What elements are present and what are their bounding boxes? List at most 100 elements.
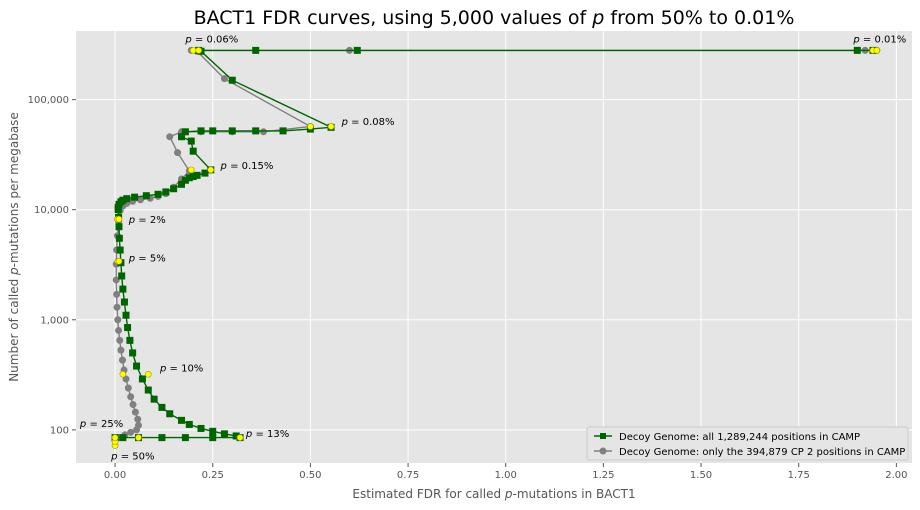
series-1-point [120, 298, 128, 306]
series-1-point [228, 76, 236, 84]
series-1-point [166, 410, 174, 418]
series-1-point [129, 349, 137, 357]
y-axis-ticks: 100 1,000 10,000 100,000 [28, 95, 76, 436]
point-annotation: p = 50% [110, 451, 154, 462]
y-tick-label: 1,000 [40, 315, 69, 326]
series-2-point [114, 316, 122, 324]
series-1-point [138, 375, 146, 383]
x-tick-label: 1.50 [690, 470, 712, 481]
series-2-point [116, 336, 124, 344]
highlighted-point [236, 434, 244, 441]
series-1-point [162, 188, 170, 196]
legend-box [586, 426, 909, 461]
series-2-point [220, 75, 228, 83]
point-annotation: p = 10% [159, 363, 203, 374]
x-tick-label: 0.75 [397, 470, 419, 481]
point-annotation: p = 0.06% [184, 35, 238, 46]
series-1-point [158, 403, 166, 411]
series-1-point [197, 127, 205, 135]
series-1-point [177, 180, 185, 188]
series-1-point [158, 434, 166, 442]
series-1-point [201, 169, 209, 177]
highlighted-point [135, 434, 142, 441]
series-2-point [166, 133, 174, 141]
series-1-point [197, 424, 205, 432]
highlighted-point [115, 215, 123, 223]
y-tick-label: 100,000 [28, 95, 69, 106]
highlighted-point [189, 47, 197, 54]
series-1-point [177, 133, 185, 141]
highlighted-point [307, 123, 314, 130]
series-1-point [209, 127, 217, 135]
highlighted-point [187, 166, 195, 174]
highlighted-point [115, 257, 123, 265]
series-2-point [134, 415, 142, 423]
point-annotation: p = 2% [128, 215, 166, 226]
annotation-layer: p = 0.06% p = 0.01% p = 0.08% p = 0.15% p = … [79, 35, 906, 463]
series-2-point [174, 149, 182, 157]
series-2-point [117, 346, 125, 354]
series-1-point [193, 171, 201, 179]
series-1-point [220, 430, 228, 438]
series-2-point [113, 290, 121, 298]
series-1-point [144, 386, 152, 394]
series-1-point [252, 46, 260, 54]
series-1-point [142, 192, 150, 200]
highlight-layer [111, 47, 881, 449]
x-axis-label: Estimated FDR for called p-mutations in … [352, 487, 635, 501]
y-tick-label: 10,000 [34, 205, 69, 216]
series-2-point [260, 128, 268, 136]
legend: Decoy Genome: all 1,289,244 positions in… [586, 426, 909, 461]
highlighted-point [111, 434, 119, 441]
series-1-point [232, 432, 240, 440]
series-2-point [127, 393, 135, 401]
point-annotation: p = 0.01% [852, 35, 906, 46]
point-annotation: p = 0.08% [341, 117, 395, 128]
x-tick-label: 0.00 [104, 470, 126, 481]
highlighted-point [873, 47, 881, 54]
series-1-point [123, 195, 131, 203]
series-2-point [118, 356, 126, 364]
series-1-point [119, 434, 127, 442]
series-2-point [112, 276, 120, 284]
highlighted-point [207, 166, 215, 174]
series-1 [111, 46, 877, 442]
series-1-point [115, 223, 123, 231]
legend-label-series-1: Decoy Genome: all 1,289,244 positions in… [619, 432, 860, 443]
series-1-point [115, 234, 123, 242]
series-1-point [154, 190, 162, 198]
x-tick-label: 1.00 [495, 470, 517, 481]
series-1-point [209, 427, 217, 435]
series-1-point [177, 416, 185, 424]
highlighted-point [327, 123, 335, 130]
legend-label-series-2: Decoy Genome: only the 394,879 CP 2 posi… [619, 447, 905, 458]
series-2-point [115, 326, 123, 334]
legend-marker-series-2 [599, 447, 607, 455]
series-1-point [209, 434, 217, 442]
series-1-point [228, 127, 236, 135]
series-1-point [133, 362, 141, 370]
series-1-point [119, 196, 127, 204]
series-1-point [853, 46, 861, 54]
series-1-point [181, 128, 189, 136]
series-1-point [353, 46, 361, 54]
series-1-point [122, 311, 130, 319]
series-1-point [185, 174, 193, 182]
series-2-point [113, 303, 121, 311]
series-1-point [150, 395, 158, 403]
series-1-point [181, 176, 189, 184]
series-1-point [189, 147, 197, 155]
series-1-point [252, 127, 260, 135]
series-1-point [124, 324, 132, 332]
series-2-point [135, 421, 143, 429]
x-tick-label: 0.50 [299, 470, 321, 481]
series-1-point [189, 173, 197, 181]
point-annotation: p = 13% [245, 429, 289, 440]
x-tick-label: 2.00 [885, 470, 907, 481]
series-1-point [170, 185, 178, 193]
x-tick-label: 0.25 [202, 470, 224, 481]
highlighted-point [144, 370, 152, 378]
plot-background [76, 31, 912, 463]
series-1-point [279, 127, 287, 135]
